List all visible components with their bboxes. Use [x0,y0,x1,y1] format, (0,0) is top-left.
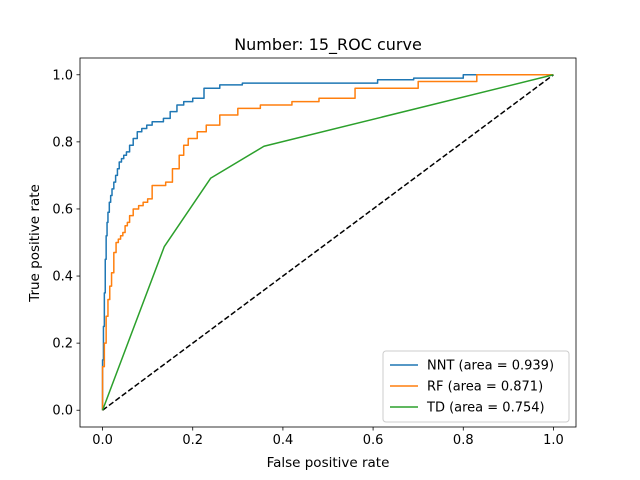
series-line-rf [101,74,554,411]
series-line-nnt [101,74,554,411]
y-tick-label: 0.4 [52,270,73,285]
series-line-td [101,74,554,411]
x-tick-label: 0.6 [363,433,384,448]
legend-box [382,350,570,423]
y-tick-label: 0.2 [52,337,73,352]
axes: 0.0 0.2 0.4 0.6 0.8 1.0 0.0 0.2 0.4 0.6 0.8 1.0 [52,57,577,448]
y-axis-label: True positive rate [27,184,43,303]
chart-title: Number: 15_ROC curve [234,35,422,55]
y-tick-label: 0.8 [52,135,73,150]
y-tick-label: 1.0 [52,68,73,83]
chance-diagonal-line [102,74,554,411]
x-tick-label: 1.0 [543,433,564,448]
x-axis-label: False positive rate [267,455,390,471]
y-tick-label: 0.0 [52,404,73,419]
legend-label-nnt: NNT (area = 0.939) [427,359,554,374]
legend-label-td: TD (area = 0.754) [426,401,545,416]
y-tick-label: 0.6 [52,202,73,217]
x-tick-label: 0.2 [182,433,203,448]
x-tick-label: 0.0 [92,433,113,448]
axes-frame [79,57,577,428]
x-tick-label: 0.4 [273,433,294,448]
x-tick-label: 0.8 [453,433,474,448]
legend-label-rf: RF (area = 0.871) [427,380,543,395]
legend: NNT (area = 0.939) RF (area = 0.871) TD (a… [382,350,570,423]
plot-area [101,74,554,411]
